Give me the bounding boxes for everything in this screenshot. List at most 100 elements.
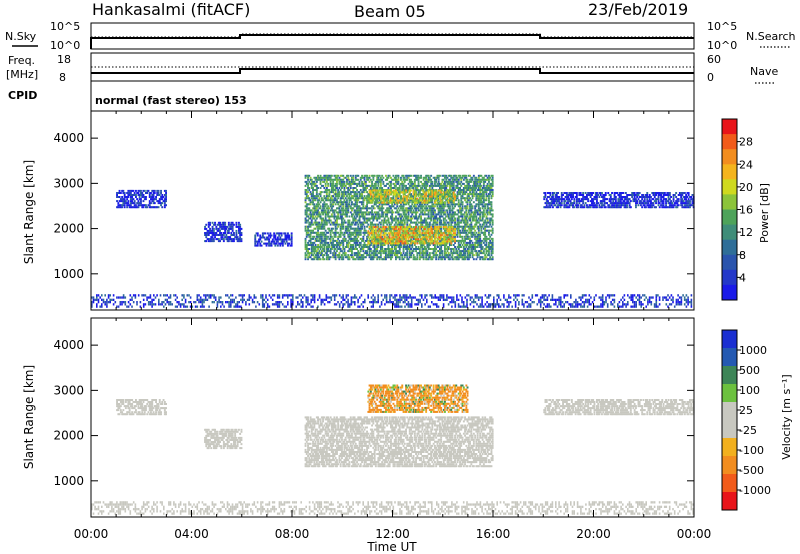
power-cell [413,205,416,208]
power-cell [369,244,372,246]
power-cell [420,180,422,183]
power-cell [121,200,124,203]
power-cell [305,207,308,210]
power-cell [439,184,441,187]
power-cell [459,252,461,255]
power-cell [439,187,441,189]
power-cell [471,219,474,222]
power-cell [486,182,489,185]
power-cell [324,211,327,214]
power-cell [332,237,335,240]
power-cell [417,182,420,185]
power-cell [396,180,399,183]
power-cell [466,182,469,185]
power-cell [452,248,455,250]
power-cell [263,232,265,235]
power-cell [374,189,377,191]
power-cell [333,231,336,234]
power-cell [413,189,416,192]
power-cell [460,184,463,187]
power-cell [449,241,451,244]
power-cell [474,193,477,196]
power-cell [420,241,422,244]
power-cell [313,217,316,220]
power-cell [327,256,330,259]
power-cell [209,221,211,224]
power-cell [406,199,409,202]
power-cell [482,213,485,216]
power-cell [392,217,395,220]
power-cell [279,238,282,241]
power-cell [427,223,430,226]
power-cell [421,221,424,224]
power-cell [480,199,483,202]
power-cell [451,195,454,198]
power-cell [354,195,357,198]
power-cell [391,250,394,253]
power-cell [327,197,330,200]
power-cell [422,197,425,200]
power-cell [462,225,465,228]
power-cell [369,195,372,198]
power-cell [161,196,164,198]
power-cell [450,193,453,196]
power-cell [432,207,435,210]
power-cell [379,178,382,181]
power-cell [460,199,463,202]
power-cell [312,201,314,204]
power-cell [422,244,425,246]
power-cell [364,246,367,248]
power-cell [456,235,459,238]
power-cell [124,196,127,198]
power-cell [337,174,340,177]
power-cell [439,215,441,218]
power-cell [436,250,439,253]
power-cell [440,250,443,253]
power-cell [308,256,311,259]
power-cell [430,184,433,187]
power-cell [151,189,154,192]
power-cell [319,193,322,196]
power-cell [376,191,379,194]
power-cell [315,184,318,187]
power-cell [148,192,151,194]
power-cell [393,201,396,204]
power-cell [163,200,166,203]
power-cell [352,237,355,240]
power-cell [431,207,434,210]
power-cell [464,219,466,222]
power-cell [396,209,399,212]
power-cell [434,201,436,204]
power-cell [392,182,395,185]
power-cell [471,256,474,259]
power-cell [152,206,155,209]
power-cell [307,191,309,194]
power-cell [334,215,337,218]
power-cell [445,244,448,246]
power-cell [332,239,335,242]
power-cell [353,205,356,208]
power-cell [385,191,387,194]
power-cell [420,211,422,214]
power-cell [320,235,323,238]
power-cell [372,174,375,177]
power-cell [352,203,355,206]
power-cell [368,217,371,220]
power-cell [304,174,307,177]
power-cell [344,184,347,187]
power-cell [369,256,372,259]
power-cell [489,187,492,189]
power-cell [313,211,316,214]
power-cell [358,231,361,234]
power-cell [372,234,375,237]
power-cell [430,205,433,208]
power-cell [446,211,449,214]
power-cell [368,242,371,245]
power-cell [465,178,468,181]
power-cell [226,240,229,243]
power-cell [346,207,348,210]
power-cell [439,217,441,220]
power-cell [339,227,342,230]
power-cell [158,200,161,203]
power-cell [474,215,477,218]
